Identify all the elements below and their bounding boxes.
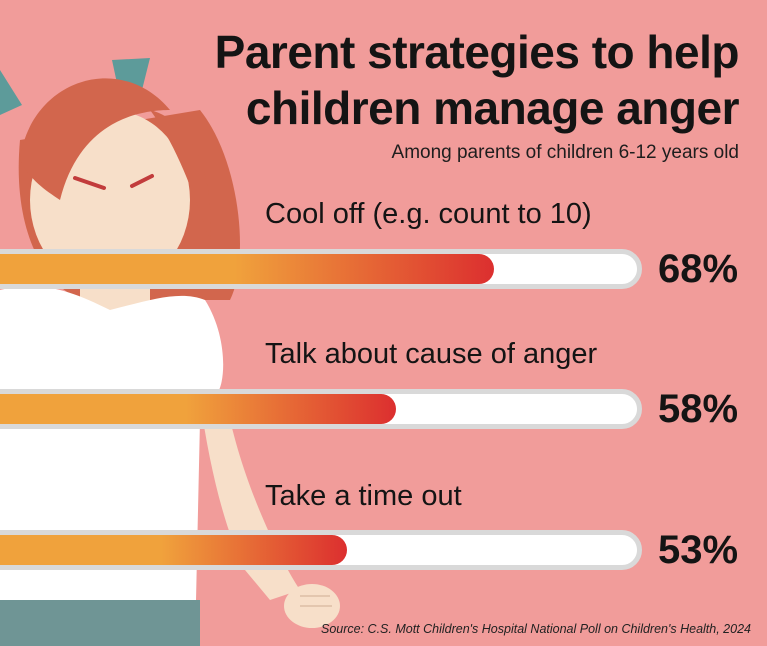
bar-value-label: 68% [658,247,739,291]
bar-fill [0,254,495,284]
bar-fill [0,535,348,565]
chart-title: Parent strategies to help children manag… [214,26,740,134]
bar-label: Take a time out [265,480,462,512]
chart-subtitle: Among parents of children 6-12 years old [391,142,739,163]
bar-label: Talk about cause of anger [265,338,598,370]
bar-value-label: 58% [658,387,739,431]
bar-fill [0,394,397,424]
bar-track [0,249,642,289]
bar-track [0,389,642,429]
bar-track [0,530,642,570]
source-note: Source: C.S. Mott Children's Hospital Na… [321,622,751,636]
bar-value-label: 53% [658,528,739,572]
bar-label: Cool off (e.g. count to 10) [265,198,592,230]
